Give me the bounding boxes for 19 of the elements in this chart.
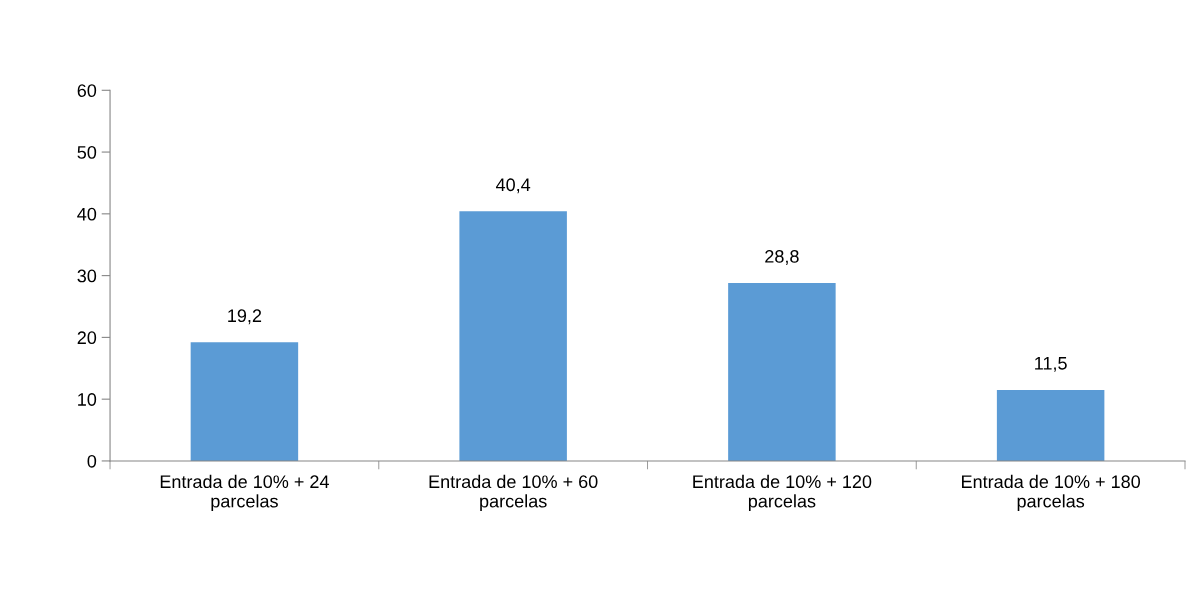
- x-tick-label: Entrada de 10% + 24 parcelas: [160, 474, 329, 512]
- bar: [459, 211, 567, 461]
- bar: [728, 283, 836, 461]
- y-tick-label: 50: [77, 146, 97, 159]
- data-label: 28,8: [765, 250, 799, 265]
- data-label: 19,2: [228, 309, 262, 325]
- data-label: 11,5: [1035, 357, 1067, 372]
- y-tick-label: 10: [78, 393, 97, 406]
- data-label: 40,4: [496, 178, 531, 194]
- y-tick-label: 40: [77, 207, 97, 221]
- y-tick-label: 60: [77, 84, 97, 98]
- x-tick-label: Entrada de 10% + 180 parcelas: [962, 474, 1141, 512]
- bar: [190, 342, 299, 461]
- y-tick-label: 20: [77, 331, 97, 345]
- x-tick-label: Entrada de 10% + 60 parcelas: [429, 474, 598, 512]
- bar: [996, 389, 1105, 461]
- y-tick-label: 30: [77, 269, 97, 283]
- x-tick-label: Entrada de 10% + 120 parcelas: [693, 474, 872, 512]
- y-tick-label: 0: [87, 454, 97, 468]
